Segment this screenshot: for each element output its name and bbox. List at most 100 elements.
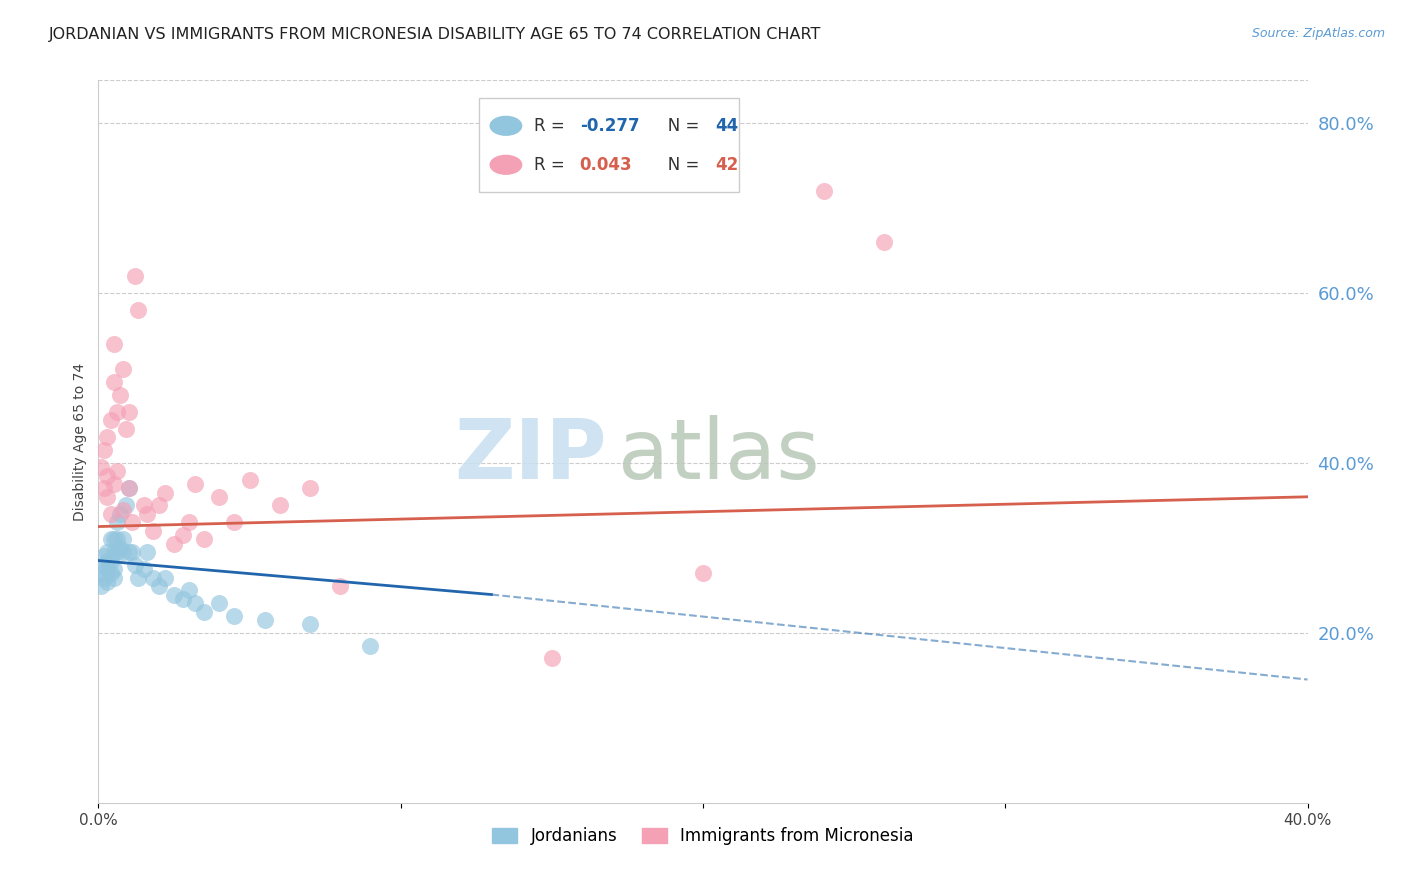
Point [105,533,128,547]
Point [114,422,136,436]
Point [96,545,118,559]
Point [163,536,186,550]
Text: 42: 42 [716,156,738,174]
Point [132,498,155,512]
Text: N =: N = [652,117,704,135]
Point [96,553,118,567]
Point [172,528,194,542]
Text: R =: R = [534,117,569,135]
Point [121,516,143,530]
Point [179,516,201,530]
Point [224,608,246,623]
Text: ZIP: ZIP [454,416,606,497]
Point [224,516,246,530]
Circle shape [491,116,522,136]
Point [111,502,134,516]
Point [114,498,136,512]
Text: N =: N = [652,156,704,174]
Point [135,545,157,559]
Point [153,485,176,500]
Point [179,583,201,598]
Point [93,481,115,495]
Point [100,553,122,567]
Point [111,533,134,547]
Point [108,388,131,402]
Point [253,613,276,627]
Point [163,588,186,602]
Point [103,336,125,351]
Point [184,596,207,610]
Point [127,570,149,584]
Point [208,490,231,504]
Point [93,549,115,564]
Point [184,477,207,491]
Point [135,507,157,521]
Point [100,566,122,581]
Point [103,545,125,559]
Point [103,533,125,547]
Point [148,498,170,512]
Text: R =: R = [534,156,569,174]
Point [118,481,141,495]
Point [90,566,112,581]
Point [153,570,176,584]
Point [148,579,170,593]
Point [103,562,125,576]
Point [118,545,141,559]
Point [93,443,115,458]
Point [100,533,122,547]
Point [96,430,118,444]
Point [269,498,291,512]
Text: atlas: atlas [619,416,820,497]
Point [124,268,146,283]
Point [873,235,896,249]
Point [329,579,352,593]
Point [360,639,382,653]
Point [127,302,149,317]
Point [93,570,115,584]
Point [540,651,562,665]
Point [100,413,122,427]
Point [124,558,146,572]
Point [105,545,128,559]
Point [193,533,215,547]
Point [93,558,115,572]
Point [692,566,714,581]
Point [90,460,112,475]
Point [142,524,165,538]
Point [193,605,215,619]
Point [96,574,118,589]
Point [172,591,194,606]
Text: 0.043: 0.043 [579,156,633,174]
Point [100,507,122,521]
Point [239,473,262,487]
Point [121,545,143,559]
Point [96,562,118,576]
Point [103,375,125,389]
FancyBboxPatch shape [479,98,740,193]
Point [103,477,125,491]
Text: JORDANIAN VS IMMIGRANTS FROM MICRONESIA DISABILITY AGE 65 TO 74 CORRELATION CHAR: JORDANIAN VS IMMIGRANTS FROM MICRONESIA … [49,27,821,42]
Point [118,405,141,419]
Point [118,481,141,495]
Point [132,562,155,576]
Point [142,570,165,584]
Point [111,362,134,376]
Legend: Jordanians, Immigrants from Micronesia: Jordanians, Immigrants from Micronesia [492,827,914,845]
Text: 44: 44 [716,117,738,135]
Text: Source: ZipAtlas.com: Source: ZipAtlas.com [1251,27,1385,40]
Point [299,617,322,632]
Point [108,507,131,521]
Point [111,545,134,559]
Point [208,596,231,610]
Point [90,579,112,593]
Point [299,481,322,495]
Circle shape [491,155,522,174]
Y-axis label: Disability Age 65 to 74: Disability Age 65 to 74 [73,362,87,521]
Point [108,541,131,555]
Point [105,464,128,478]
Point [96,490,118,504]
Point [96,468,118,483]
Point [813,184,835,198]
Text: -0.277: -0.277 [579,117,640,135]
